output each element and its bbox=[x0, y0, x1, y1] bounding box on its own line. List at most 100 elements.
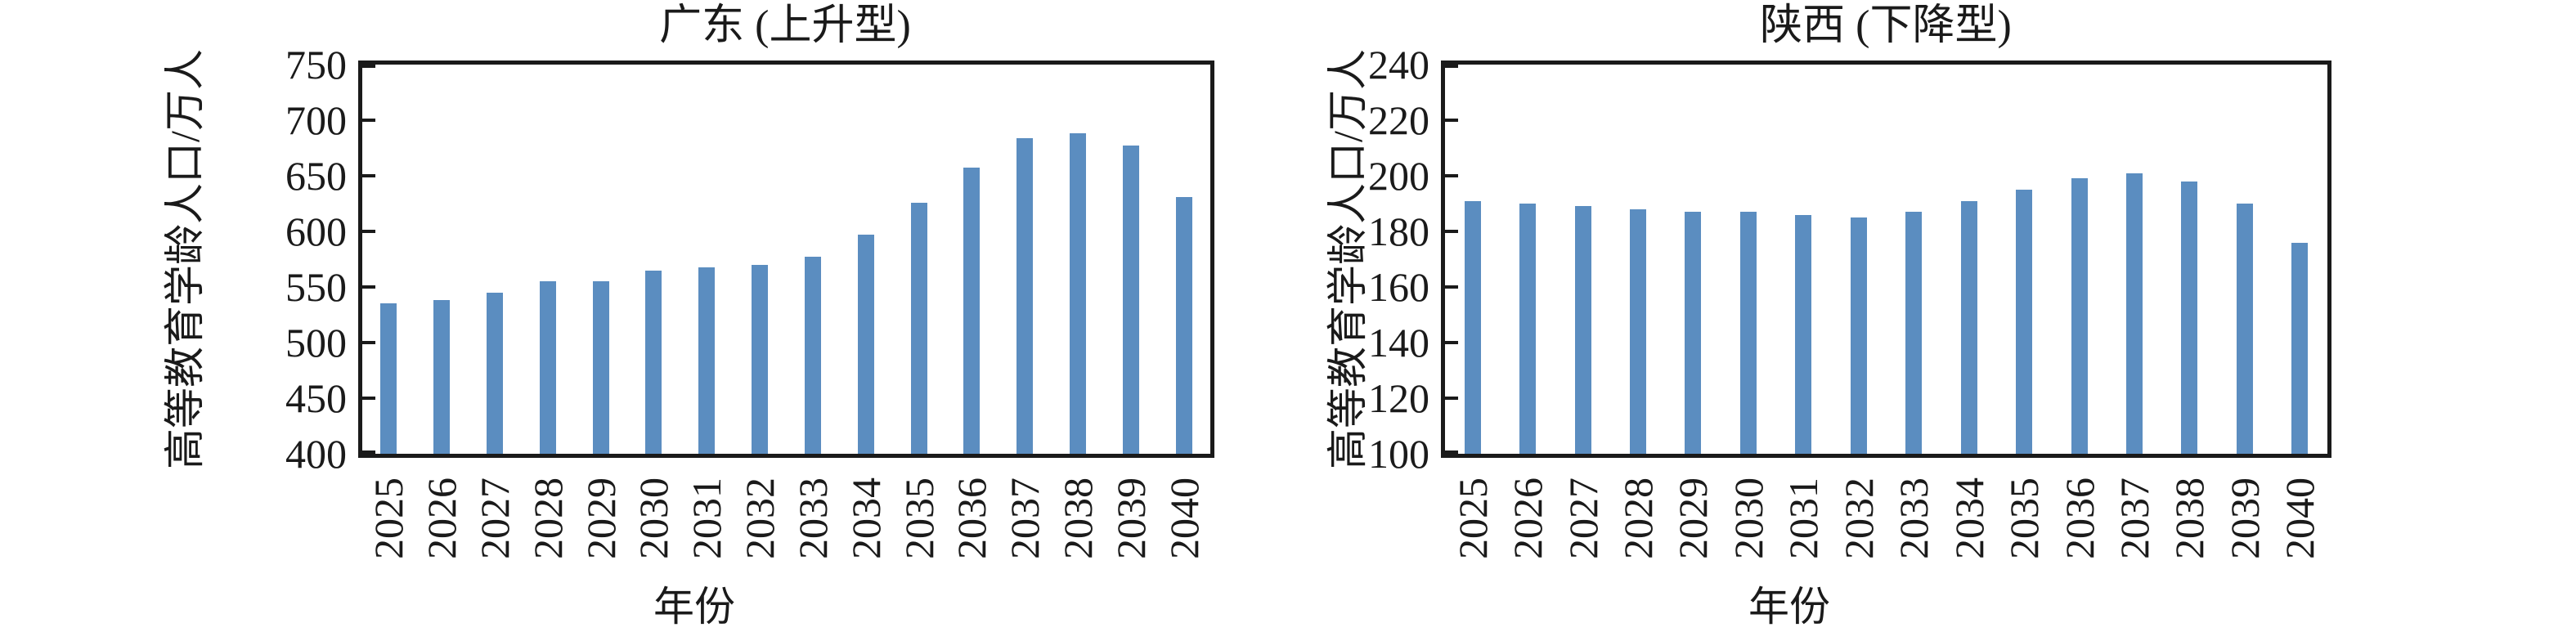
x-tick-label: 2028 bbox=[524, 477, 571, 559]
x-tick-label: 2030 bbox=[631, 477, 677, 559]
bar-2037 bbox=[1016, 137, 1034, 454]
chart-title-guangdong: 广东 (上升型) bbox=[659, 2, 911, 49]
x-tick-label: 2026 bbox=[419, 477, 465, 559]
y-tick-mark bbox=[362, 397, 375, 400]
y-tick-label: 650 bbox=[285, 153, 347, 199]
bar-2027 bbox=[1574, 206, 1591, 454]
x-tick-label: 2028 bbox=[1615, 477, 1662, 559]
bar-2025 bbox=[1464, 200, 1481, 454]
y-tick-mark bbox=[1445, 174, 1458, 177]
x-tick-label: 2029 bbox=[1670, 477, 1717, 559]
x-tick-label: 2040 bbox=[1160, 477, 1207, 559]
bar-2033 bbox=[1905, 212, 1923, 454]
bar-2040 bbox=[1175, 196, 1192, 454]
x-tick-label: 2033 bbox=[789, 477, 836, 559]
bar-2035 bbox=[2016, 190, 2033, 454]
x-tick-label: 2033 bbox=[1891, 477, 1937, 559]
bar-2037 bbox=[2125, 173, 2143, 454]
bar-2039 bbox=[2236, 204, 2253, 454]
bar-2038 bbox=[2181, 181, 2198, 454]
y-tick-mark bbox=[1445, 119, 1458, 122]
bar-2038 bbox=[1069, 133, 1086, 454]
y-tick-label: 220 bbox=[1368, 97, 1429, 143]
x-tick-label: 2029 bbox=[577, 477, 624, 559]
y-tick-mark bbox=[362, 285, 375, 289]
y-tick-label: 100 bbox=[1368, 431, 1429, 477]
y-tick-label: 120 bbox=[1368, 375, 1429, 421]
bar-2039 bbox=[1122, 146, 1139, 454]
plot-area-shaanxi bbox=[1441, 61, 2331, 458]
bar-2028 bbox=[1630, 208, 1647, 454]
x-tick-label: 2037 bbox=[1002, 477, 1048, 559]
y-tick-mark bbox=[1445, 450, 1458, 454]
x-tick-label: 2036 bbox=[949, 477, 995, 559]
x-tick-label: 2030 bbox=[1725, 477, 1771, 559]
x-tick-label: 2035 bbox=[2001, 477, 2048, 559]
x-tick-label: 2027 bbox=[1560, 477, 1606, 559]
y-tick-mark bbox=[362, 450, 375, 454]
y-tick-label: 140 bbox=[1368, 320, 1429, 365]
x-tick-label: 2032 bbox=[1835, 477, 1882, 559]
y-tick-label: 450 bbox=[285, 375, 347, 421]
y-tick-label: 500 bbox=[285, 320, 347, 365]
bar-2031 bbox=[1795, 214, 1812, 454]
x-tick-label: 2034 bbox=[842, 477, 889, 559]
y-tick-mark bbox=[1445, 285, 1458, 289]
x-tick-label: 2032 bbox=[737, 477, 783, 559]
y-tick-label: 160 bbox=[1368, 264, 1429, 310]
y-axis-label-guangdong: 高等教育学龄人口/万人 bbox=[162, 49, 208, 469]
bar-2029 bbox=[592, 281, 609, 454]
bar-2026 bbox=[433, 300, 451, 454]
x-tick-label: 2039 bbox=[1107, 477, 1154, 559]
x-axis-label-shaanxi: 年份 bbox=[1748, 584, 1830, 630]
bar-2035 bbox=[910, 202, 927, 454]
bar-2036 bbox=[2071, 178, 2088, 454]
y-tick-mark bbox=[1445, 230, 1458, 233]
x-tick-label: 2038 bbox=[2166, 477, 2213, 559]
y-tick-mark bbox=[362, 174, 375, 177]
bar-2030 bbox=[1739, 212, 1757, 454]
y-tick-label: 240 bbox=[1368, 42, 1429, 87]
y-tick-label: 400 bbox=[285, 431, 347, 477]
x-tick-label: 2037 bbox=[2111, 477, 2157, 559]
y-tick-mark bbox=[362, 119, 375, 122]
y-tick-mark bbox=[362, 230, 375, 233]
y-tick-mark bbox=[362, 341, 375, 344]
y-tick-label: 180 bbox=[1368, 208, 1429, 254]
bar-2032 bbox=[752, 264, 769, 454]
y-tick-label: 600 bbox=[285, 208, 347, 254]
y-tick-mark bbox=[362, 65, 375, 68]
y-tick-mark bbox=[1445, 397, 1458, 400]
y-axis-label-shaanxi: 高等教育学龄人口/万人 bbox=[1325, 49, 1371, 469]
x-tick-label: 2039 bbox=[2221, 477, 2268, 559]
x-tick-label: 2035 bbox=[895, 477, 942, 559]
bar-2031 bbox=[698, 267, 716, 454]
x-tick-label: 2040 bbox=[2277, 477, 2323, 559]
x-tick-label: 2027 bbox=[472, 477, 518, 559]
bar-2026 bbox=[1519, 204, 1537, 454]
x-tick-label: 2025 bbox=[1449, 477, 1496, 559]
bar-2029 bbox=[1685, 212, 1702, 454]
bar-2033 bbox=[804, 257, 821, 454]
bar-2034 bbox=[1960, 200, 1977, 454]
x-tick-label: 2026 bbox=[1505, 477, 1551, 559]
bar-2030 bbox=[645, 270, 662, 454]
y-tick-label: 750 bbox=[285, 42, 347, 87]
y-tick-label: 700 bbox=[285, 97, 347, 143]
bar-2040 bbox=[2291, 242, 2309, 454]
x-tick-label: 2036 bbox=[2056, 477, 2103, 559]
bar-2028 bbox=[539, 281, 556, 454]
x-tick-label: 2031 bbox=[684, 477, 730, 559]
y-tick-mark bbox=[1445, 65, 1458, 68]
chart-title-shaanxi: 陕西 (下降型) bbox=[1760, 2, 2012, 49]
x-tick-label: 2038 bbox=[1054, 477, 1101, 559]
y-tick-mark bbox=[1445, 341, 1458, 344]
bar-2027 bbox=[487, 292, 504, 454]
y-tick-label: 200 bbox=[1368, 153, 1429, 199]
bar-2034 bbox=[857, 235, 874, 454]
x-tick-label: 2034 bbox=[1945, 477, 1992, 559]
x-axis-label-guangdong: 年份 bbox=[653, 584, 735, 630]
bar-2036 bbox=[963, 168, 981, 454]
bar-2032 bbox=[1850, 217, 1867, 454]
